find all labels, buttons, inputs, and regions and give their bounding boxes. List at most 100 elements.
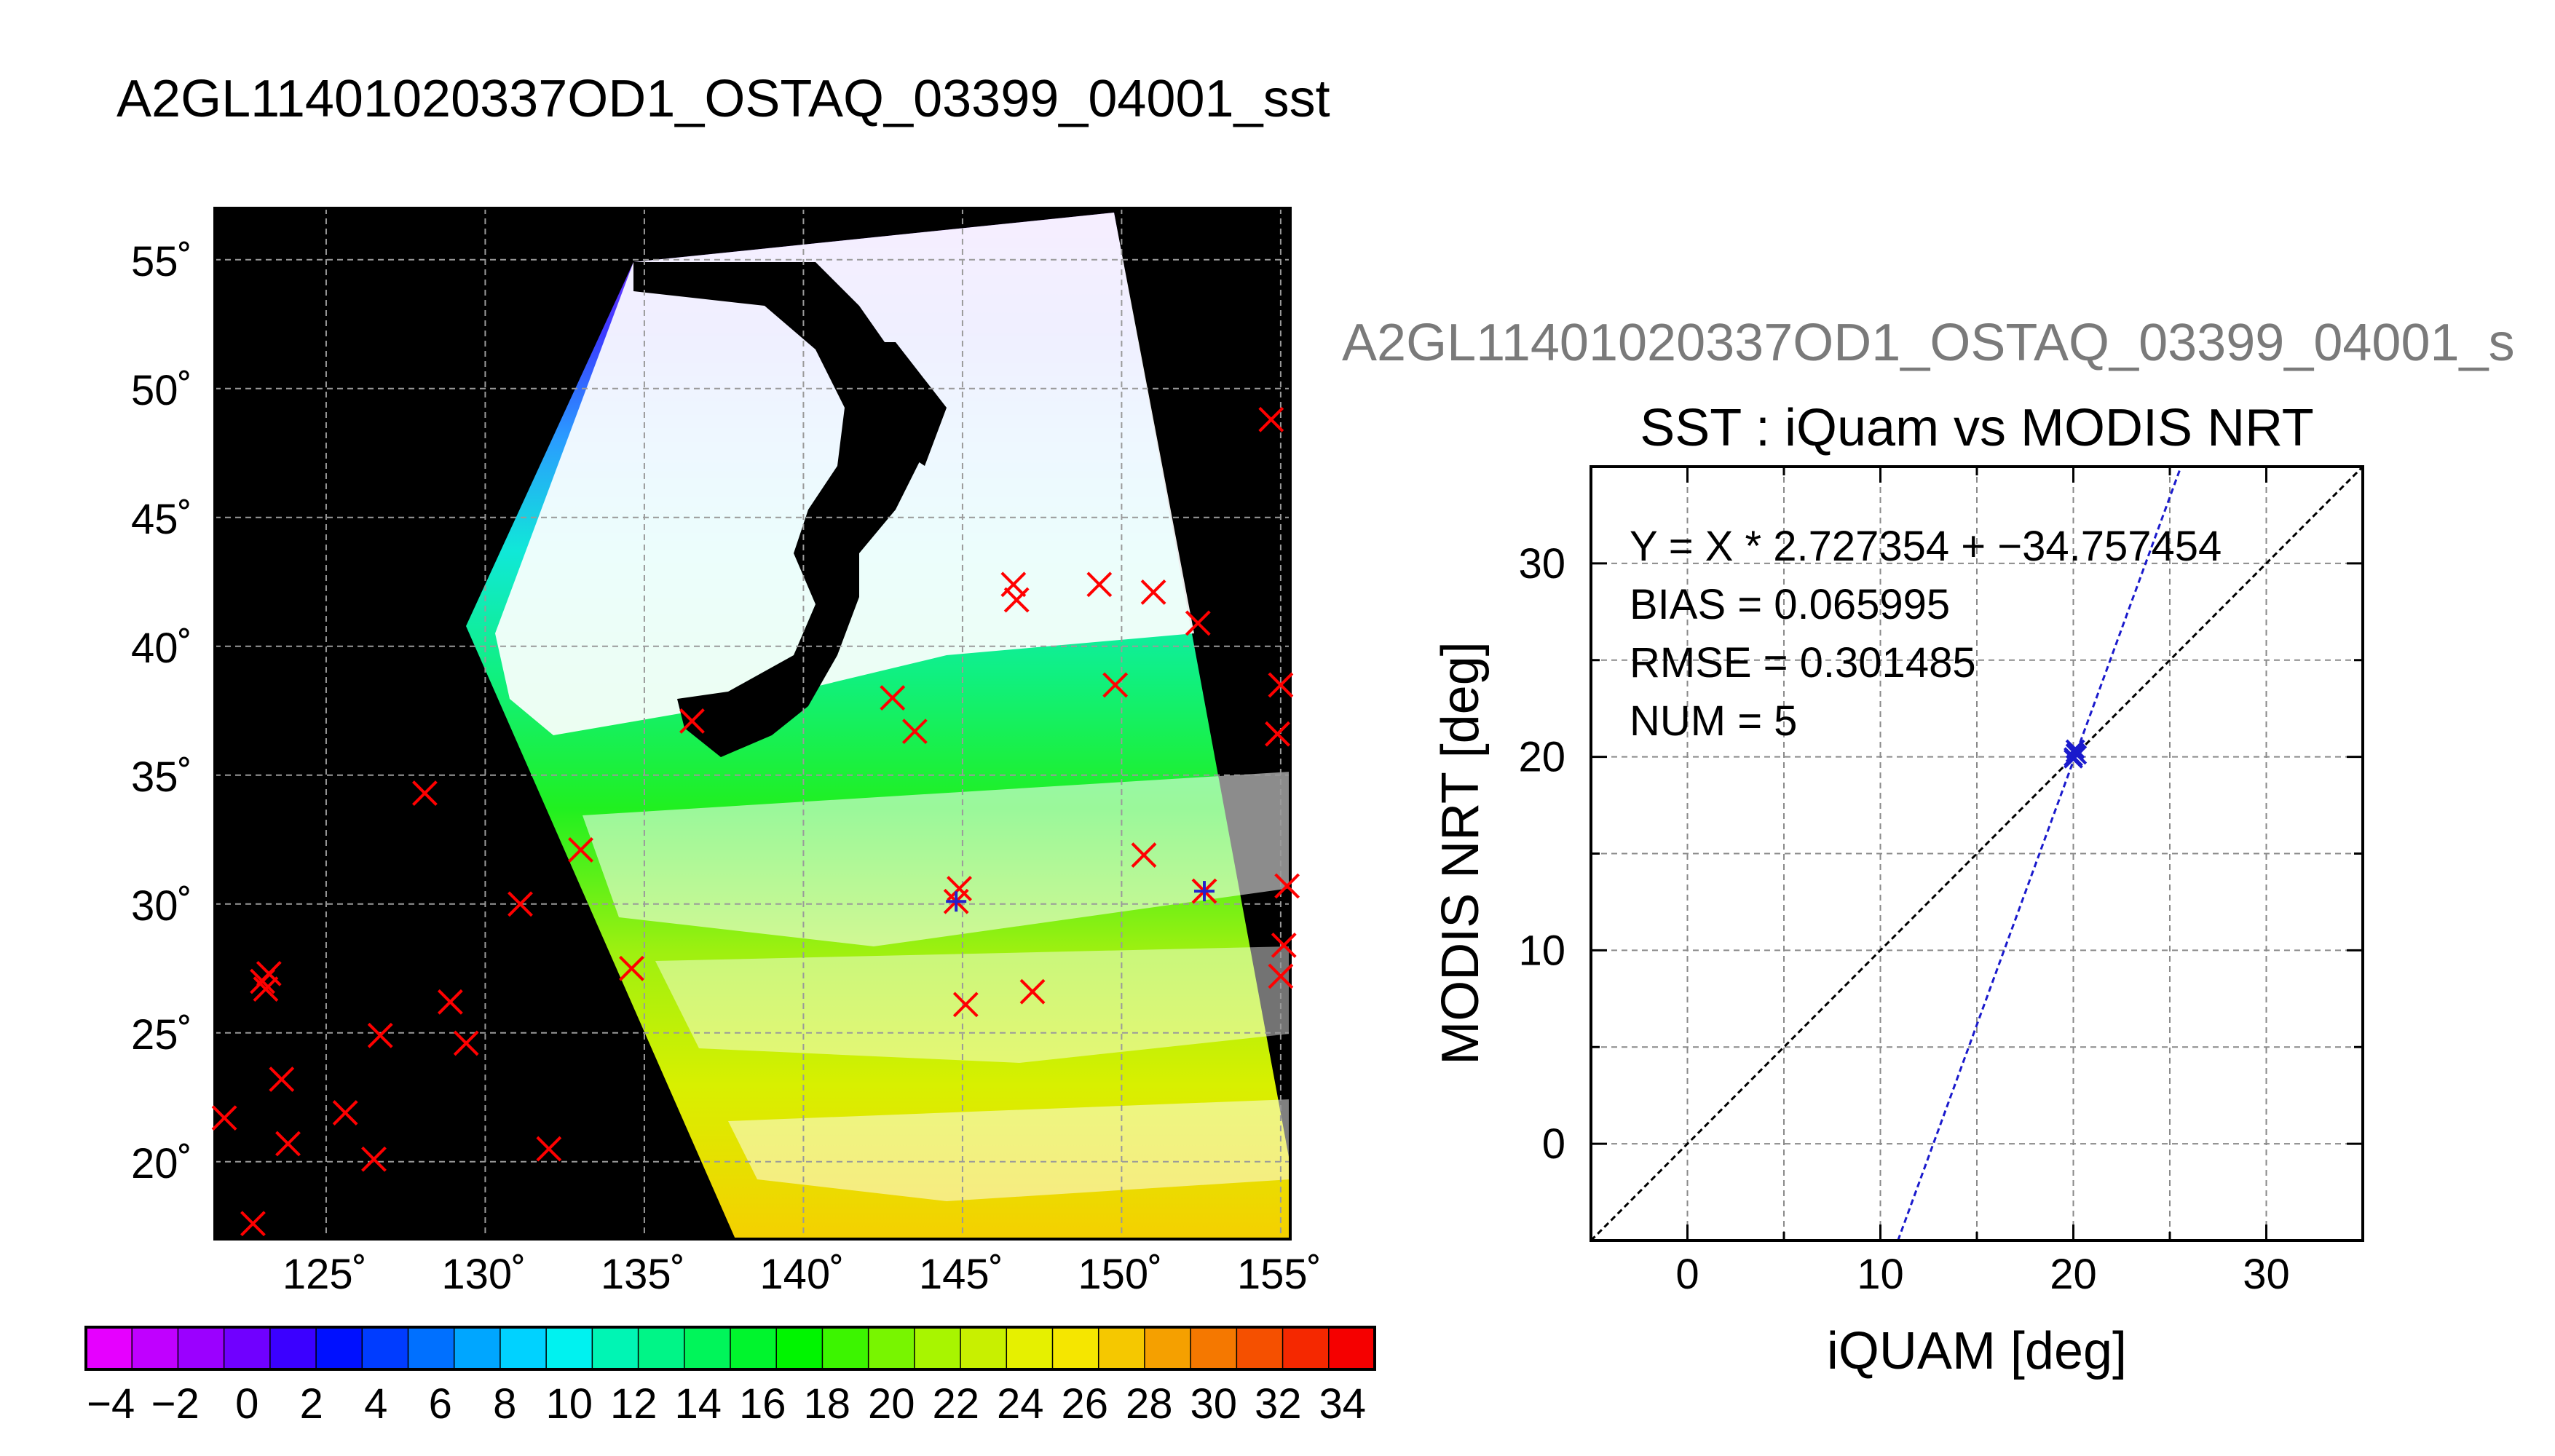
scatter-points xyxy=(2064,739,2088,769)
stats-rmse: RMSE = 0.301485 xyxy=(1630,639,1976,687)
colorbar-cell xyxy=(178,1327,225,1369)
colorbar-cell xyxy=(316,1327,363,1369)
colorbar-cell xyxy=(362,1327,409,1369)
scatter-point xyxy=(2065,743,2085,763)
obs-marker xyxy=(1140,579,1166,605)
obs-marker xyxy=(901,719,928,745)
obs-marker xyxy=(1268,672,1294,698)
colorbar-cell xyxy=(638,1327,685,1369)
lon-tick-label: 140˚ xyxy=(759,1251,844,1298)
lon-tick-label: 135˚ xyxy=(601,1251,685,1298)
lat-tick-label: 55˚ xyxy=(131,238,192,285)
sst-map: 55˚ 50˚ 45˚ 40˚ 35˚ 30˚ 25˚ 20˚ 125˚ 130˚ 135˚ 140… xyxy=(131,207,1322,1298)
colorbar-label: 2 xyxy=(300,1380,323,1428)
stats-num: NUM = 5 xyxy=(1630,697,1797,745)
obs-marker xyxy=(1019,978,1046,1005)
colorbar-cell xyxy=(1006,1327,1054,1369)
cloud-band xyxy=(583,772,1290,946)
colorbar-cell xyxy=(822,1327,869,1369)
scatter-grid xyxy=(1591,467,2363,1241)
lat-tick-label: 25˚ xyxy=(131,1011,192,1059)
colorbar-label: 4 xyxy=(364,1380,387,1428)
cloud-band xyxy=(655,946,1290,1063)
colorbar-cell xyxy=(224,1327,271,1369)
fit-line xyxy=(1897,467,2182,1241)
colorbar-cell xyxy=(1144,1327,1192,1369)
stats-bias: BIAS = 0.065995 xyxy=(1630,581,1950,628)
colorbar-cell xyxy=(408,1327,455,1369)
colorbar-cell xyxy=(776,1327,824,1369)
colorbar-label: 20 xyxy=(868,1380,915,1428)
map-lon-labels: 125˚ 130˚ 135˚ 140˚ 145˚ 150˚ 155˚ xyxy=(283,1251,1322,1298)
x-tick-label: 30 xyxy=(2243,1251,2290,1298)
x-tick-label: 10 xyxy=(1857,1251,1904,1298)
scatter-plot: 0 10 20 30 0 10 20 30 Y = X * 2.727354 + −34.75… xyxy=(1431,465,2364,1380)
obs-marker xyxy=(361,1146,387,1172)
obs-marker xyxy=(1003,587,1030,613)
y-tick-label: 10 xyxy=(1518,927,1565,974)
colorbar-cell xyxy=(684,1327,731,1369)
obs-marker xyxy=(1268,963,1294,989)
colorbar-label: 30 xyxy=(1190,1380,1237,1428)
colorbar-cell xyxy=(454,1327,501,1369)
colorbar-label: 32 xyxy=(1255,1380,1302,1428)
y-tick-label: 0 xyxy=(1542,1120,1565,1168)
colorbar-cell xyxy=(730,1327,778,1369)
obs-marker xyxy=(437,989,463,1015)
colorbar-label: 26 xyxy=(1061,1380,1108,1428)
identity-line xyxy=(1591,467,2363,1241)
colorbar-label: 14 xyxy=(674,1380,722,1428)
colorbar-cell xyxy=(269,1327,317,1369)
lat-tick-label: 40˚ xyxy=(131,625,192,672)
map-markers xyxy=(211,406,1300,1237)
colorbar-cell xyxy=(868,1327,915,1369)
obs-marker xyxy=(619,955,644,981)
lat-tick-label: 30˚ xyxy=(131,882,192,930)
colorbar-label: 8 xyxy=(493,1380,516,1428)
stats-fit-line: Y = X * 2.727354 + −34.757454 xyxy=(1630,523,2222,570)
obs-marker xyxy=(1000,571,1027,598)
y-tick-label: 20 xyxy=(1518,734,1565,781)
colorbar-frame xyxy=(84,1326,1376,1371)
lon-tick-label: 145˚ xyxy=(919,1251,1003,1298)
x-tick-label: 20 xyxy=(2050,1251,2097,1298)
lat-tick-label: 50˚ xyxy=(131,367,192,414)
colorbar-cell xyxy=(1052,1327,1099,1369)
colorbar-label: 18 xyxy=(803,1380,850,1428)
obs-marker xyxy=(536,1136,562,1162)
colorbar-label: 12 xyxy=(610,1380,657,1428)
colorbar-cell xyxy=(499,1327,548,1369)
obs-marker xyxy=(453,1030,479,1056)
colorbar-label: 34 xyxy=(1319,1380,1366,1428)
colorbar-cell xyxy=(1328,1327,1375,1369)
colorbar-cell xyxy=(592,1327,639,1369)
obs-marker xyxy=(253,976,279,1002)
colorbar-cell xyxy=(1236,1327,1284,1369)
scatter-point xyxy=(2064,748,2083,769)
x-tick-label: 0 xyxy=(1675,1251,1699,1298)
obs-marker xyxy=(1086,571,1113,598)
colorbar-label: 10 xyxy=(545,1380,593,1428)
colorbar-label: 24 xyxy=(997,1380,1044,1428)
obs-marker xyxy=(1185,610,1211,636)
obs-marker xyxy=(508,891,533,917)
obs-marker xyxy=(275,1131,301,1157)
obs-marker xyxy=(256,960,282,986)
map-frame xyxy=(213,207,1292,1241)
lon-tick-label: 125˚ xyxy=(283,1251,367,1298)
x-axis-label: iQUAM [deg] xyxy=(1827,1322,2127,1380)
colorbar-cell xyxy=(1098,1327,1145,1369)
y-tick-label: 30 xyxy=(1518,540,1565,587)
obs-marker xyxy=(269,1067,295,1092)
map-grid xyxy=(213,207,1292,1241)
lat-tick-label: 20˚ xyxy=(131,1140,192,1187)
cloud-band xyxy=(728,1099,1290,1201)
colorbar-label: 6 xyxy=(429,1380,452,1428)
obs-marker xyxy=(1274,873,1300,899)
colorbar-label: 28 xyxy=(1126,1380,1173,1428)
colorbar-cell xyxy=(1282,1327,1330,1369)
colorbar-cell xyxy=(1190,1327,1238,1369)
land-mass xyxy=(837,342,947,466)
lon-tick-label: 150˚ xyxy=(1078,1251,1162,1298)
